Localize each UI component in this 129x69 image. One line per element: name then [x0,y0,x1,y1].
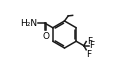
Text: O: O [42,32,49,41]
Text: H₂N: H₂N [20,19,37,28]
Text: F: F [87,37,92,46]
Text: F: F [87,50,92,59]
Text: F: F [89,41,94,50]
